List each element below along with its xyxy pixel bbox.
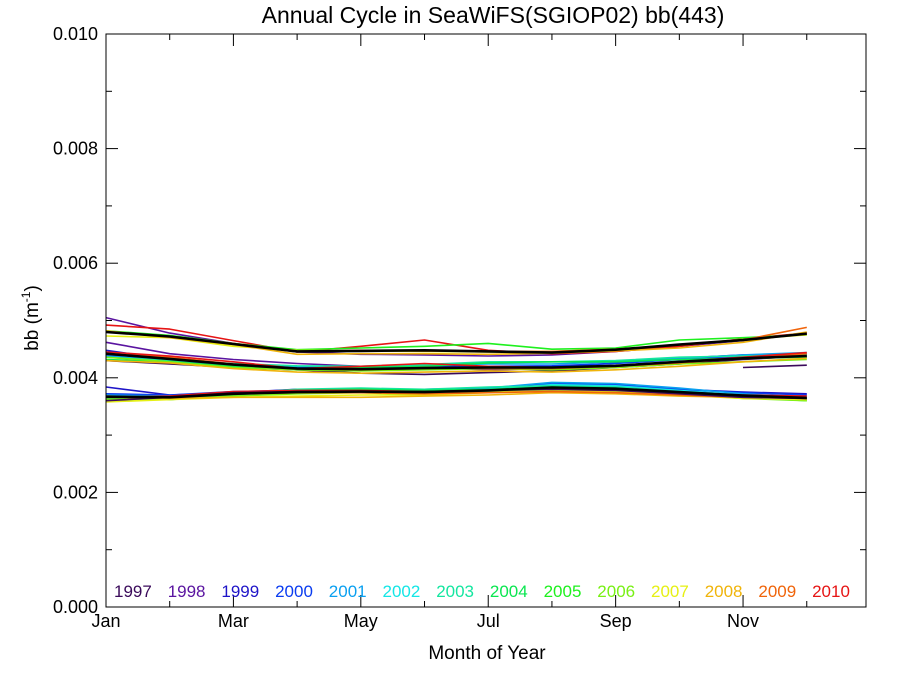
- x-tick-label: Mar: [218, 611, 249, 631]
- y-tick-label: 0.000: [53, 597, 98, 617]
- y-tick-label: 0.008: [53, 139, 98, 159]
- chart-title: Annual Cycle in SeaWiFS(SGIOP02) bb(443): [262, 2, 725, 28]
- legend-item-1998: 1998: [168, 582, 206, 601]
- series-layer: [105, 316, 807, 403]
- y-axis-title: bb (m-1): [19, 285, 43, 351]
- legend-item-2009: 2009: [758, 582, 796, 601]
- legend-item-2004: 2004: [490, 582, 528, 601]
- legend-item-2006: 2006: [597, 582, 635, 601]
- y-tick-label: 0.002: [53, 482, 98, 502]
- legend-item-2000: 2000: [275, 582, 313, 601]
- series-line-10: [742, 364, 807, 369]
- x-tick-label: Jan: [91, 611, 120, 631]
- legend: 1997 1998 1999 2000 2001 2002 2003 2004 2005 2006…: [114, 582, 850, 601]
- legend-item-2005: 2005: [544, 582, 582, 601]
- y-tick-label: 0.004: [53, 368, 98, 388]
- y-axis-title-close: ): [22, 285, 43, 291]
- x-tick-label: Jul: [477, 611, 500, 631]
- legend-item-1997: 1997: [114, 582, 152, 601]
- y-axis-title-main: bb (m: [22, 302, 43, 351]
- y-tick-label: 0.006: [53, 253, 98, 273]
- series-line-7: [105, 330, 807, 354]
- y-tick-label: 0.010: [53, 24, 98, 44]
- legend-item-2001: 2001: [329, 582, 367, 601]
- x-tick-label: May: [344, 611, 378, 631]
- series-line-29: [105, 391, 807, 400]
- legend-item-1999: 1999: [221, 582, 259, 601]
- series-line-20: [105, 352, 807, 371]
- legend-item-2003: 2003: [436, 582, 474, 601]
- series-line-17: [105, 357, 807, 375]
- y-axis-title-superscript: -1: [19, 291, 33, 302]
- legend-item-2002: 2002: [383, 582, 421, 601]
- legend-item-2007: 2007: [651, 582, 689, 601]
- x-tick-label: Sep: [600, 611, 632, 631]
- x-axis-title: Month of Year: [428, 643, 546, 664]
- axes-layer: 0.000 0.002 0.004 0.006 0.008 0.010 Jan Mar May J…: [53, 24, 867, 631]
- x-tick-label: Nov: [727, 611, 759, 631]
- legend-item-2008: 2008: [705, 582, 743, 601]
- series-line-16: [105, 356, 807, 372]
- legend-item-2010: 2010: [812, 582, 850, 601]
- series-line-33: [105, 386, 807, 400]
